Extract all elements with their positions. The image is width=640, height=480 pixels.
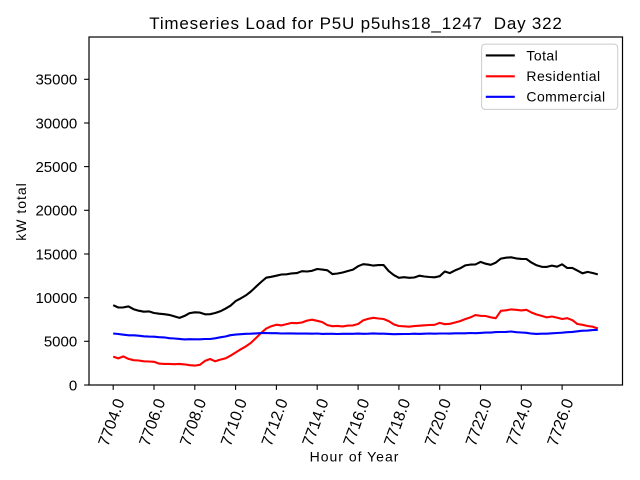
- svg-text:0: 0: [69, 377, 77, 394]
- svg-text:Hour of Year: Hour of Year: [310, 448, 400, 464]
- svg-text:35000: 35000: [35, 72, 77, 89]
- svg-text:5000: 5000: [44, 334, 77, 351]
- svg-text:30000: 30000: [35, 115, 77, 132]
- svg-text:10000: 10000: [35, 290, 77, 307]
- svg-text:kW total: kW total: [13, 182, 29, 241]
- svg-text:15000: 15000: [35, 246, 77, 263]
- svg-text:Residential: Residential: [526, 68, 600, 84]
- svg-text:Total: Total: [526, 47, 558, 63]
- svg-text:Commercial: Commercial: [526, 89, 605, 105]
- svg-text:Timeseries Load for P5U p5uhs1: Timeseries Load for P5U p5uhs18_1247 Day…: [149, 14, 562, 33]
- svg-text:25000: 25000: [35, 159, 77, 176]
- svg-text:20000: 20000: [35, 203, 77, 220]
